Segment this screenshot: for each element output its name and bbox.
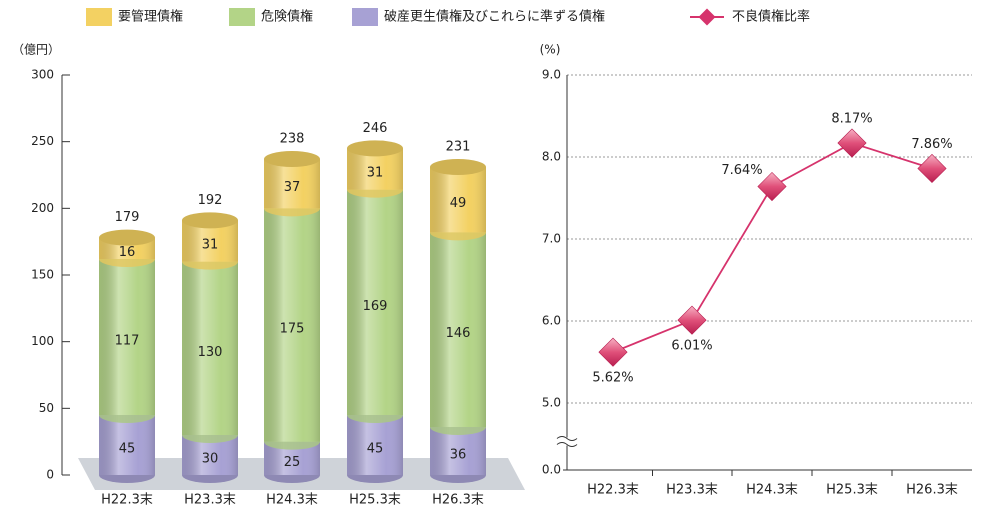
total-label: 238	[280, 132, 305, 147]
segment-label: 37	[284, 180, 301, 195]
bar-shade	[99, 259, 155, 415]
segment-label: 45	[367, 442, 384, 457]
marker	[917, 153, 947, 184]
segment-label: 36	[450, 448, 467, 463]
legend-label: 危険債権	[261, 9, 313, 25]
axis-break	[556, 436, 578, 447]
segment-label: 175	[280, 322, 305, 337]
bar-shade	[99, 415, 155, 475]
bar-shade	[264, 159, 320, 209]
x-tick-label: H26.3末	[906, 483, 958, 498]
axis-break-gap	[557, 437, 577, 446]
marker	[677, 305, 707, 335]
y-tick-label: 8.0	[542, 150, 561, 164]
segment-label: 146	[446, 326, 471, 341]
y-tick-label: 0	[46, 468, 54, 482]
segment-label: 31	[202, 238, 219, 253]
y-tick-label: 250	[31, 134, 54, 148]
x-tick-label: H24.3末	[746, 483, 798, 498]
value-label: 6.01%	[671, 339, 712, 354]
y-tick-label: 300	[31, 68, 54, 82]
marker	[837, 128, 867, 158]
segment-label: 49	[450, 196, 467, 211]
y-axis-label: （億円）	[12, 43, 60, 57]
value-label: 7.64%	[721, 163, 762, 178]
bar-top	[99, 229, 155, 246]
bar-shade	[347, 189, 403, 415]
x-tick-label: H25.3末	[826, 483, 878, 498]
segment-label: 16	[119, 245, 136, 260]
bar-shade	[347, 415, 403, 475]
segment-label: 169	[363, 299, 388, 314]
total-label: 179	[115, 210, 140, 225]
x-tick-label: H25.3末	[349, 493, 401, 508]
value-label: 5.62%	[592, 371, 633, 386]
legend-marker	[698, 8, 716, 26]
total-label: 192	[198, 193, 223, 208]
total-label: 246	[363, 121, 388, 136]
bar-top	[182, 212, 238, 229]
marker	[757, 171, 787, 202]
segment-label: 117	[115, 334, 140, 349]
y-tick-label: 150	[31, 268, 54, 282]
segment-label: 130	[198, 345, 223, 360]
bar-top	[264, 151, 320, 167]
legend-label: 不良債権比率	[732, 9, 810, 25]
segment-label: 25	[284, 455, 301, 470]
y-tick-label: 0.0	[542, 463, 561, 477]
legend-swatch	[86, 8, 112, 26]
y-tick-label: 9.0	[542, 68, 561, 82]
legend-swatch	[229, 8, 255, 26]
x-tick-label: H22.3末	[587, 483, 639, 498]
bar-shade	[264, 208, 320, 442]
segment-label: 30	[202, 452, 219, 467]
x-tick-label: H24.3末	[266, 493, 318, 508]
x-tick-label: H23.3末	[666, 483, 718, 498]
y-axis-label: (%)	[540, 43, 561, 57]
legend-label: 要管理債権	[118, 9, 183, 25]
segment-label: 45	[119, 442, 136, 457]
y-tick-label: 7.0	[542, 232, 561, 246]
legend-swatch	[352, 8, 378, 26]
bar-shade	[430, 232, 486, 427]
x-tick-label: H26.3末	[432, 493, 484, 508]
legend-label: 破産更生債権及びこれらに準ずる債権	[384, 9, 605, 25]
x-tick-label: H23.3末	[184, 493, 236, 508]
value-label: 8.17%	[831, 112, 872, 127]
bar-top	[347, 140, 403, 157]
y-tick-label: 50	[39, 401, 54, 415]
y-tick-label: 200	[31, 201, 54, 215]
y-tick-label: 5.0	[542, 396, 561, 410]
bar-top	[430, 159, 486, 175]
value-label: 7.86%	[911, 137, 952, 152]
y-tick-label: 100	[31, 334, 54, 348]
x-tick-label: H22.3末	[101, 493, 153, 508]
bar-shade	[182, 261, 238, 435]
total-label: 231	[446, 140, 471, 155]
bar-shade	[430, 167, 486, 233]
marker	[598, 337, 628, 367]
y-tick-label: 6.0	[542, 314, 561, 328]
segment-label: 31	[367, 166, 384, 181]
